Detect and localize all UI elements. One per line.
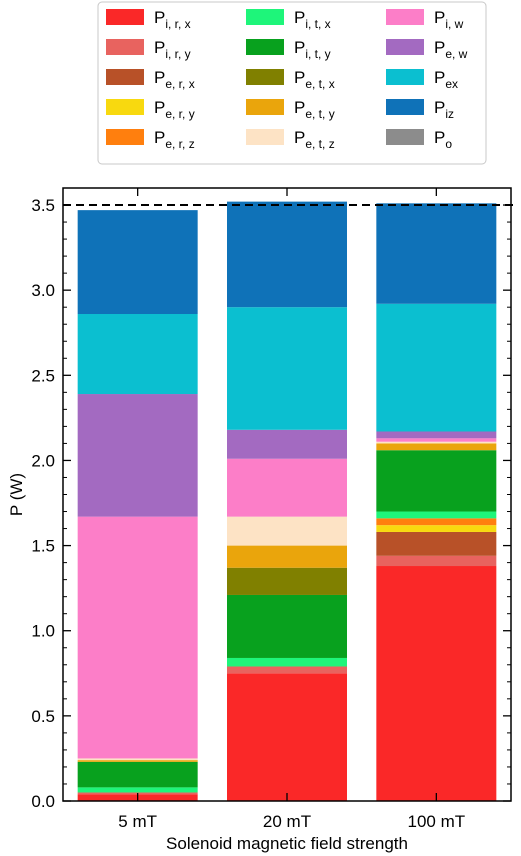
y-tick-label: 3.0: [31, 281, 55, 300]
legend-swatch-8: [246, 69, 284, 85]
y-tick-label: 3.5: [31, 196, 55, 215]
bar-segment-1-14: [77, 210, 198, 315]
bar-segment-2-14: [227, 201, 347, 308]
legend-swatch-15: [386, 129, 424, 145]
y-tick-label: 2.5: [31, 366, 55, 385]
bar-segment-2-12: [227, 429, 347, 459]
legend-swatch-5: [106, 129, 144, 145]
bar-segment-2-10: [227, 516, 347, 546]
bar-segment-3-13: [376, 303, 497, 432]
y-tick-label: 1.5: [31, 537, 55, 556]
bar-segment-1-12: [77, 394, 198, 517]
legend-swatch-10: [246, 129, 284, 145]
legend-swatch-9: [246, 99, 284, 115]
bar-segment-3-3: [376, 531, 497, 556]
x-tick-label: 5 mT: [118, 812, 157, 831]
x-tick-label: 100 mT: [408, 812, 466, 831]
axes: 0.0 0.5 1.0 1.5 2.0 2.5 3.0 3.5 5 mT 20 mT 100 mT: [31, 187, 512, 831]
bar-segment-1-7: [77, 761, 198, 788]
bar-segment-3-1: [376, 566, 497, 801]
legend-swatch-1: [106, 9, 144, 25]
x-tick-label: 20 mT: [263, 812, 311, 831]
bar-segment-3-11: [376, 438, 497, 442]
legend-swatch-13: [386, 69, 424, 85]
bar-segment-2-9: [227, 545, 347, 568]
bar-segment-3-12: [376, 431, 497, 439]
bar-segment-2-8: [227, 567, 347, 595]
legend-swatch-6: [246, 9, 284, 25]
legend-swatch-2: [106, 39, 144, 55]
legend-swatch-7: [246, 39, 284, 55]
y-tick-label: 0.5: [31, 707, 55, 726]
y-tick-label: 1.0: [31, 622, 55, 641]
legend-swatch-3: [106, 69, 144, 85]
bar-segment-3-4: [376, 525, 497, 532]
bar-segment-2-2: [227, 666, 347, 674]
legend: Pi, r, xPi, r, yPe, r, xPe, r, yPe, r, z…: [97, 1, 487, 165]
y-tick-label: 2.0: [31, 451, 55, 470]
bar-segment-3-5: [376, 518, 497, 526]
bar-segment-2-11: [227, 458, 347, 517]
bar-segment-3-2: [376, 555, 497, 567]
bar-segment-2-13: [227, 307, 347, 430]
legend-swatch-12: [386, 39, 424, 55]
bar-segment-1-6: [77, 787, 198, 793]
bar-segment-2-7: [227, 594, 347, 658]
legend-swatch-11: [386, 9, 424, 25]
bar-segment-2-6: [227, 657, 347, 667]
bar-segment-1-13: [77, 314, 198, 395]
bar-segment-3-14: [376, 203, 497, 304]
legend-swatch-4: [106, 99, 144, 115]
y-tick-label: 0.0: [31, 792, 55, 811]
y-axis-label: P (W): [7, 473, 26, 516]
bar-segment-2-1: [227, 673, 347, 801]
bar-segment-1-9: [77, 760, 198, 762]
bars: [77, 201, 497, 801]
bar-segment-3-9: [376, 443, 497, 451]
bar-segment-1-10: [77, 758, 198, 761]
bar-segment-3-6: [376, 511, 497, 519]
x-axis-label: Solenoid magnetic field strength: [166, 834, 408, 853]
bar-segment-3-7: [376, 450, 497, 512]
bar-segment-1-11: [77, 516, 198, 759]
legend-swatch-14: [386, 99, 424, 115]
bar-segment-3-10: [376, 441, 497, 444]
